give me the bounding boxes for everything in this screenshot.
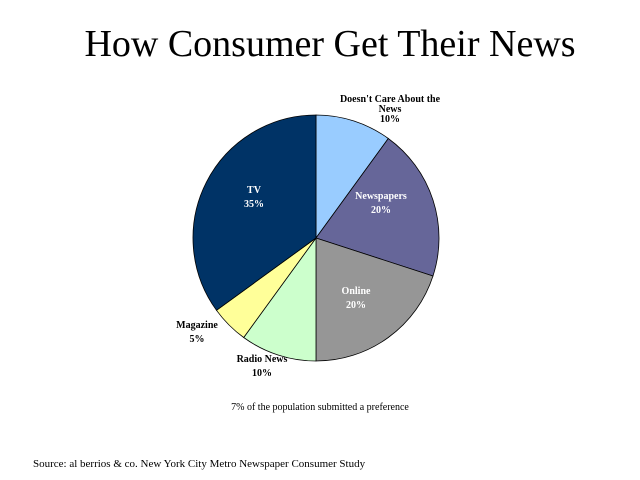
slice-label-group: Online 20%	[342, 286, 371, 311]
pie-slice-newspapers	[315, 137, 440, 277]
slice-label: Magazine	[176, 320, 218, 331]
slice-label: TV	[247, 185, 262, 196]
pie-slice-radio-news	[243, 236, 317, 362]
slice-value-label: 10%	[380, 114, 400, 125]
footnote: 7% of the population submitted a prefere…	[231, 402, 409, 413]
slice-label-group: TV 35%	[244, 185, 264, 210]
slice-label: News	[379, 104, 402, 115]
slice-label: Doesn't Care About the	[340, 94, 441, 105]
pie-slice-tv	[192, 114, 317, 311]
source-note: Source: al berrios & co. New York City M…	[33, 458, 366, 470]
slice-label: Newspapers	[355, 191, 407, 202]
pie-slice-online	[315, 237, 434, 362]
slice-label-group: Newspapers 20%	[355, 191, 407, 216]
slice-label-group: Magazine 5%	[176, 320, 218, 345]
slice-label: Online	[342, 286, 371, 297]
slice-label-group: Radio News 10%	[237, 354, 288, 379]
slice-value-label: 20%	[346, 300, 366, 311]
slice-value-label: 35%	[244, 199, 264, 210]
slice-value-label: 10%	[252, 368, 272, 379]
slice-value-label: 5%	[190, 334, 205, 345]
pie-slice-doesn-t-care-about-the-news	[315, 114, 389, 240]
slice-value-label: 20%	[371, 205, 391, 216]
slice-label: Radio News	[237, 354, 288, 365]
chart-title: How Consumer Get Their News	[84, 23, 576, 65]
